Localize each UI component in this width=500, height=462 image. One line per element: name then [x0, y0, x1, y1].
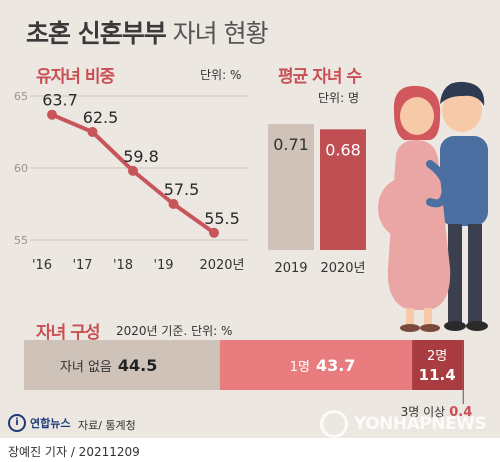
segment-value: 11.4 [419, 366, 456, 384]
bar-category-label: 2020년 [320, 261, 365, 276]
segment-name: 2명 [427, 349, 447, 364]
data-label: 59.8 [123, 147, 159, 166]
byline: 장예진 기자 / 20211209 [8, 445, 140, 459]
bar-chart-unit: 단위: 명 [318, 91, 359, 105]
page-title: 초혼 신혼부부 자녀 현황 [26, 14, 269, 50]
stack-segment [462, 340, 464, 390]
line-chart-title: 유자녀 비중 [36, 67, 115, 87]
data-point [128, 165, 138, 176]
y-tick-label: 60 [14, 162, 28, 175]
segment-name: 3명 이상 [401, 405, 446, 419]
segment-name: 1명 [290, 360, 310, 375]
x-tick-label: '19 [153, 258, 173, 273]
bar-value-label: 0.68 [325, 140, 361, 159]
woman-figure [378, 85, 451, 332]
couple-illustration [378, 81, 488, 332]
stacked-bar-chart: 자녀 없음 44.5 1명 43.7 2명 11.4 3명 이상 0.4 [24, 340, 472, 420]
segment-value: 44.5 [118, 356, 157, 375]
data-point [209, 227, 219, 238]
data-point [168, 199, 179, 209]
stack-segment [412, 340, 463, 390]
watermark: YONHAPNEWS [320, 410, 487, 438]
footer-strip [0, 438, 500, 462]
agency-name: 연합뉴스 [30, 417, 71, 430]
title-light: 자녀 현황 [172, 19, 269, 48]
y-tick-label: 55 [14, 234, 28, 247]
man-figure [440, 81, 488, 331]
bar-category-label: 2019 [274, 261, 307, 276]
x-tick-label: '16 [32, 258, 52, 273]
bar [320, 129, 366, 250]
stack-segment [219, 340, 413, 390]
data-point [47, 109, 57, 120]
x-tick-label: 2020년 [199, 258, 244, 273]
bar-chart-title: 평균 자녀 수 [278, 67, 362, 87]
segment-name: 자녀 없음 [60, 360, 112, 375]
stack-segment [24, 340, 220, 390]
agency-logo: i 연합뉴스 [8, 414, 70, 432]
data-label: 62.5 [83, 108, 119, 127]
y-tick-label: 65 [14, 90, 28, 103]
data-label: 57.5 [164, 180, 200, 199]
title-bold: 초혼 신혼부부 [26, 19, 167, 48]
line-chart: 55 60 65 63.7 62.5 59.8 57.555.5 '16 '17 '18 '19 20… [14, 90, 248, 273]
data-label: 63.7 [42, 91, 78, 110]
data-point [87, 127, 98, 137]
watermark-text: YONHAPNEWS [354, 414, 487, 434]
agency-mark-icon: i [8, 414, 26, 432]
x-tick-label: '18 [113, 258, 133, 273]
data-label: 55.5 [204, 209, 240, 228]
x-tick-label: '17 [72, 258, 92, 273]
stacked-chart-title: 자녀 구성 [36, 323, 100, 343]
segment-value: 0.4 [449, 405, 472, 420]
source-text: 자료/ 통계청 [78, 419, 136, 432]
watermark-ring-icon [320, 410, 348, 438]
bar-value-label: 0.71 [273, 135, 309, 154]
segment-value: 43.7 [316, 356, 355, 375]
infographic-panel: 초혼 신혼부부 자녀 현황 유자녀 비중 단위: % 55 60 65 63.7 62.… [0, 0, 500, 438]
bar [268, 124, 314, 250]
bar-chart: 0.71 2019 0.68 2020년 [268, 124, 366, 276]
line-chart-unit: 단위: % [200, 68, 242, 82]
stacked-chart-unit: 2020년 기준. 단위: % [116, 324, 233, 338]
